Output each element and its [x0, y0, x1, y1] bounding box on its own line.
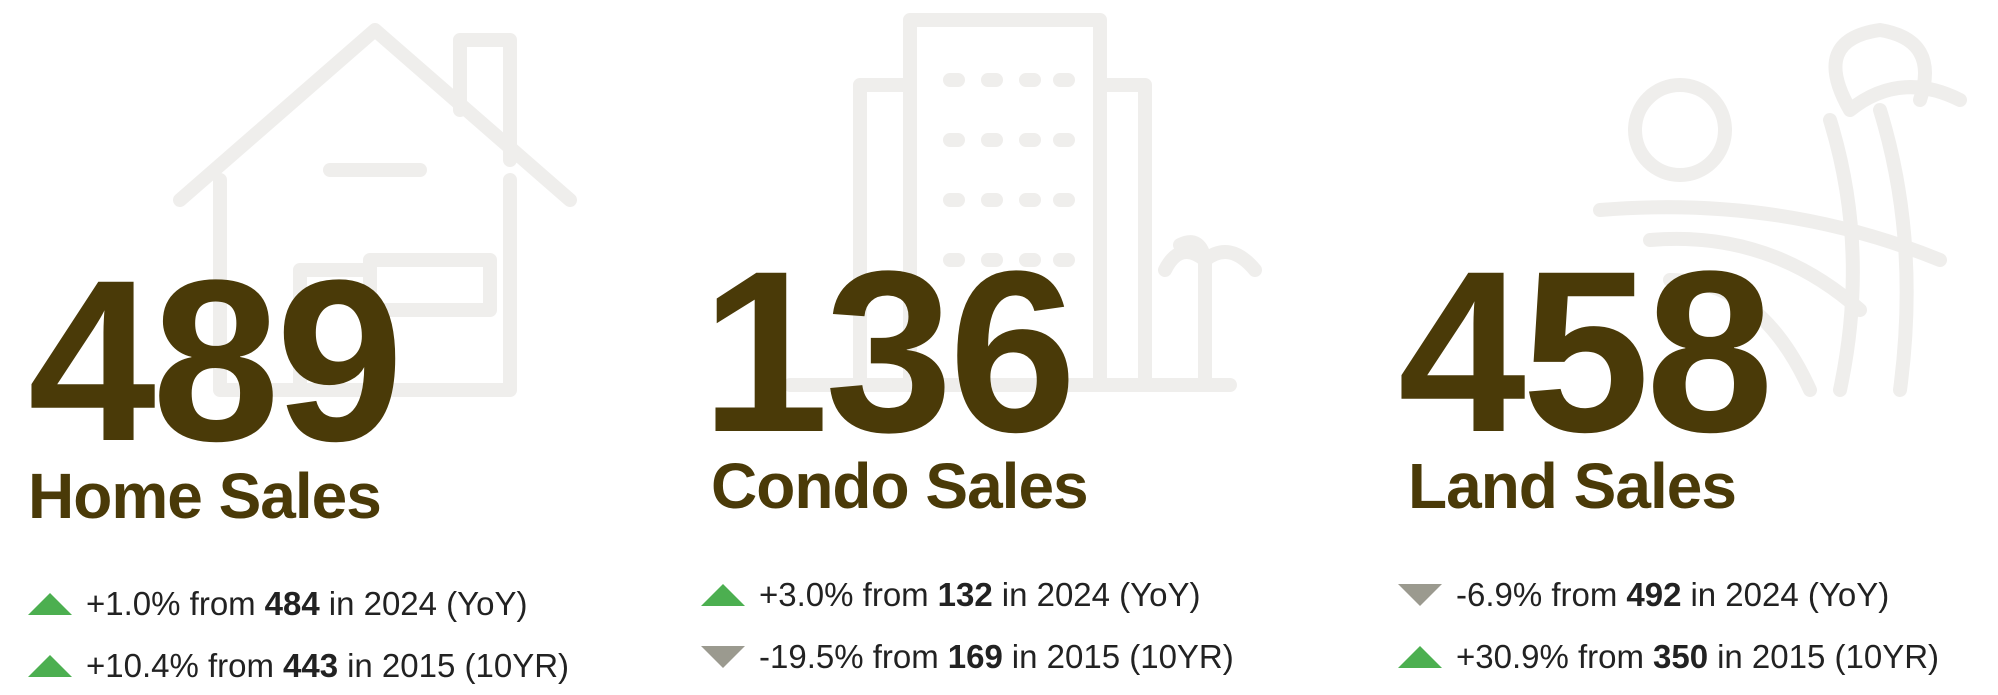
up-arrow — [701, 583, 745, 606]
change-row: +10.4% from 443 in 2015 (10YR) — [28, 649, 569, 682]
house-icon — [173, 23, 577, 397]
stat-label: Land Sales — [1408, 450, 1737, 522]
trend-arrow — [1398, 645, 1442, 668]
up-arrow — [1398, 645, 1442, 668]
period-text: in 2015 (10YR) — [347, 647, 570, 684]
period-text: in 2024 (YoY) — [1001, 576, 1201, 613]
period-text: in 2024 (YoY) — [328, 585, 528, 622]
trend-arrow — [28, 592, 72, 615]
base-value: 169 — [947, 638, 1003, 675]
change-row: +1.0% from 484 in 2024 (YoY) — [28, 587, 528, 620]
building-icon — [783, 13, 1262, 392]
period-text: in 2024 (YoY) — [1690, 576, 1890, 613]
change-row: +3.0% from 132 in 2024 (YoY) — [701, 578, 1201, 611]
change-row: -6.9% from 492 in 2024 (YoY) — [1398, 578, 1889, 611]
base-value: 492 — [1626, 576, 1682, 613]
trend-arrow — [701, 583, 745, 606]
change-row: -19.5% from 169 in 2015 (10YR) — [701, 640, 1234, 673]
base-value: 484 — [264, 585, 320, 622]
stat-number: 136 — [701, 223, 1077, 480]
down-arrow — [701, 645, 745, 668]
change-text: -19.5% from — [759, 638, 939, 675]
trend-arrow — [701, 645, 745, 668]
stat-number: 458 — [1398, 223, 1774, 480]
period-text: in 2015 (10YR) — [1011, 638, 1234, 675]
trend-arrow — [28, 654, 72, 677]
up-arrow — [28, 592, 72, 615]
base-value: 443 — [283, 647, 339, 684]
beach-icon — [1593, 23, 1967, 397]
down-arrow — [1398, 583, 1442, 606]
trend-arrow — [1398, 583, 1442, 606]
period-text: in 2015 (10YR) — [1717, 638, 1940, 675]
base-value: 132 — [937, 576, 993, 613]
up-arrow — [28, 654, 72, 677]
base-value: 350 — [1653, 638, 1709, 675]
change-text: -6.9% from — [1456, 576, 1618, 613]
stat-label: Condo Sales — [711, 450, 1089, 522]
stat-label: Home Sales — [28, 460, 382, 532]
change-text: +3.0% from — [759, 576, 929, 613]
change-text: +10.4% from — [86, 647, 275, 684]
change-text: +30.9% from — [1456, 638, 1645, 675]
stat-number: 489 — [28, 232, 404, 489]
change-text: +1.0% from — [86, 585, 256, 622]
change-row: +30.9% from 350 in 2015 (10YR) — [1398, 640, 1939, 673]
